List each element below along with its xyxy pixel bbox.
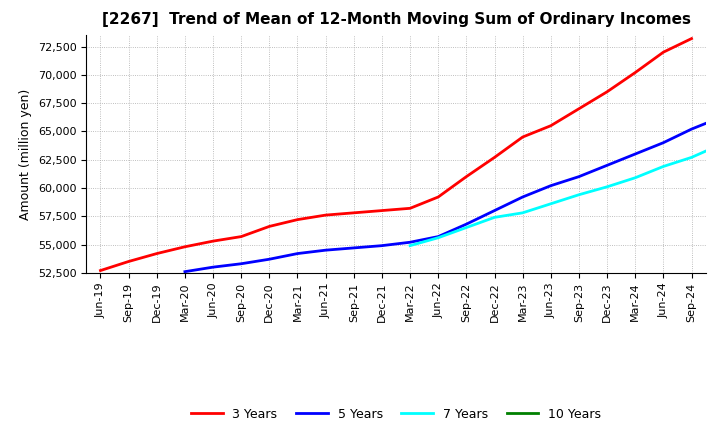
7 Years	[687, 155, 696, 160]
5 Years	[209, 264, 217, 270]
3 Years	[546, 123, 555, 128]
3 Years	[209, 238, 217, 244]
5 Years	[377, 243, 386, 248]
3 Years	[181, 244, 189, 249]
5 Years	[490, 208, 499, 213]
5 Years	[321, 248, 330, 253]
Line: 7 Years: 7 Years	[410, 139, 720, 246]
3 Years	[96, 268, 105, 273]
3 Years	[293, 217, 302, 222]
3 Years	[434, 194, 443, 200]
3 Years	[265, 224, 274, 229]
3 Years	[490, 155, 499, 160]
3 Years	[659, 50, 667, 55]
5 Years	[716, 115, 720, 121]
5 Years	[575, 174, 583, 179]
5 Years	[181, 269, 189, 274]
5 Years	[434, 234, 443, 239]
Line: 3 Years: 3 Years	[101, 39, 691, 271]
3 Years	[153, 251, 161, 256]
3 Years	[349, 210, 358, 216]
5 Years	[293, 251, 302, 256]
5 Years	[518, 194, 527, 200]
Y-axis label: Amount (million yen): Amount (million yen)	[19, 88, 32, 220]
5 Years	[631, 151, 639, 157]
5 Years	[603, 163, 611, 168]
7 Years	[575, 192, 583, 198]
5 Years	[237, 261, 246, 266]
7 Years	[462, 225, 471, 230]
7 Years	[434, 235, 443, 240]
3 Years	[575, 106, 583, 111]
3 Years	[377, 208, 386, 213]
3 Years	[462, 174, 471, 179]
7 Years	[716, 142, 720, 147]
Legend: 3 Years, 5 Years, 7 Years, 10 Years: 3 Years, 5 Years, 7 Years, 10 Years	[186, 403, 606, 425]
5 Years	[546, 183, 555, 188]
5 Years	[659, 140, 667, 145]
Title: [2267]  Trend of Mean of 12-Month Moving Sum of Ordinary Incomes: [2267] Trend of Mean of 12-Month Moving …	[102, 12, 690, 27]
3 Years	[518, 134, 527, 139]
3 Years	[631, 70, 639, 75]
3 Years	[687, 36, 696, 41]
5 Years	[406, 240, 415, 245]
7 Years	[603, 184, 611, 190]
7 Years	[631, 175, 639, 180]
3 Years	[125, 259, 133, 264]
7 Years	[518, 210, 527, 216]
7 Years	[406, 243, 415, 248]
Line: 5 Years: 5 Years	[185, 109, 720, 271]
3 Years	[321, 213, 330, 218]
5 Years	[687, 126, 696, 132]
3 Years	[237, 234, 246, 239]
5 Years	[265, 257, 274, 262]
5 Years	[349, 245, 358, 250]
7 Years	[490, 215, 499, 220]
3 Years	[603, 89, 611, 95]
7 Years	[546, 201, 555, 206]
5 Years	[462, 221, 471, 227]
7 Years	[659, 164, 667, 169]
3 Years	[406, 205, 415, 211]
